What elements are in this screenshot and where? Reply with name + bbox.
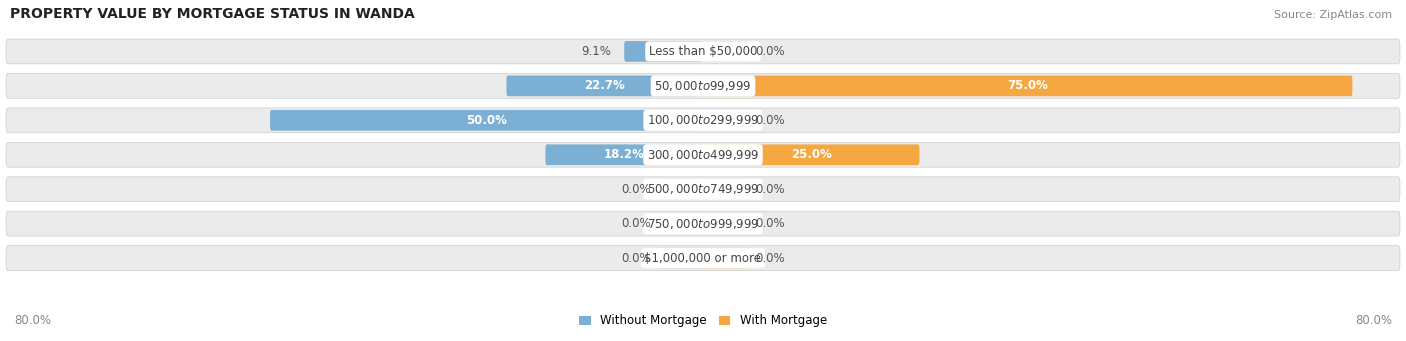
Text: 0.0%: 0.0% (755, 114, 785, 127)
FancyBboxPatch shape (703, 41, 747, 62)
FancyBboxPatch shape (659, 248, 703, 268)
Text: PROPERTY VALUE BY MORTGAGE STATUS IN WANDA: PROPERTY VALUE BY MORTGAGE STATUS IN WAN… (10, 7, 415, 21)
Text: 18.2%: 18.2% (603, 148, 644, 161)
FancyBboxPatch shape (703, 213, 747, 234)
Text: 80.0%: 80.0% (14, 314, 51, 327)
FancyBboxPatch shape (6, 211, 1400, 236)
FancyBboxPatch shape (6, 39, 1400, 64)
Text: 0.0%: 0.0% (621, 217, 651, 230)
Text: Source: ZipAtlas.com: Source: ZipAtlas.com (1274, 10, 1392, 20)
FancyBboxPatch shape (659, 179, 703, 199)
FancyBboxPatch shape (624, 41, 703, 62)
FancyBboxPatch shape (6, 246, 1400, 270)
FancyBboxPatch shape (6, 177, 1400, 202)
Text: 75.0%: 75.0% (1007, 79, 1047, 92)
Text: Less than $50,000: Less than $50,000 (648, 45, 758, 58)
Text: 0.0%: 0.0% (755, 217, 785, 230)
FancyBboxPatch shape (703, 110, 747, 131)
FancyBboxPatch shape (659, 213, 703, 234)
Text: $750,000 to $999,999: $750,000 to $999,999 (647, 217, 759, 231)
FancyBboxPatch shape (6, 108, 1400, 133)
FancyBboxPatch shape (703, 76, 1353, 96)
Text: 0.0%: 0.0% (755, 183, 785, 196)
Text: 25.0%: 25.0% (790, 148, 832, 161)
Text: 0.0%: 0.0% (621, 252, 651, 265)
Text: $50,000 to $99,999: $50,000 to $99,999 (654, 79, 752, 93)
Text: $300,000 to $499,999: $300,000 to $499,999 (647, 148, 759, 162)
FancyBboxPatch shape (703, 248, 747, 268)
Text: 50.0%: 50.0% (467, 114, 508, 127)
FancyBboxPatch shape (6, 73, 1400, 98)
Text: 80.0%: 80.0% (1355, 314, 1392, 327)
FancyBboxPatch shape (703, 179, 747, 199)
Text: 0.0%: 0.0% (755, 45, 785, 58)
Text: 22.7%: 22.7% (585, 79, 626, 92)
Text: $500,000 to $749,999: $500,000 to $749,999 (647, 182, 759, 196)
FancyBboxPatch shape (6, 142, 1400, 167)
FancyBboxPatch shape (546, 145, 703, 165)
FancyBboxPatch shape (506, 76, 703, 96)
Text: 0.0%: 0.0% (755, 252, 785, 265)
Text: 0.0%: 0.0% (621, 183, 651, 196)
FancyBboxPatch shape (703, 145, 920, 165)
FancyBboxPatch shape (270, 110, 703, 131)
Text: 9.1%: 9.1% (581, 45, 612, 58)
Text: $100,000 to $299,999: $100,000 to $299,999 (647, 113, 759, 127)
Legend: Without Mortgage, With Mortgage: Without Mortgage, With Mortgage (574, 310, 832, 332)
Text: $1,000,000 or more: $1,000,000 or more (644, 252, 762, 265)
